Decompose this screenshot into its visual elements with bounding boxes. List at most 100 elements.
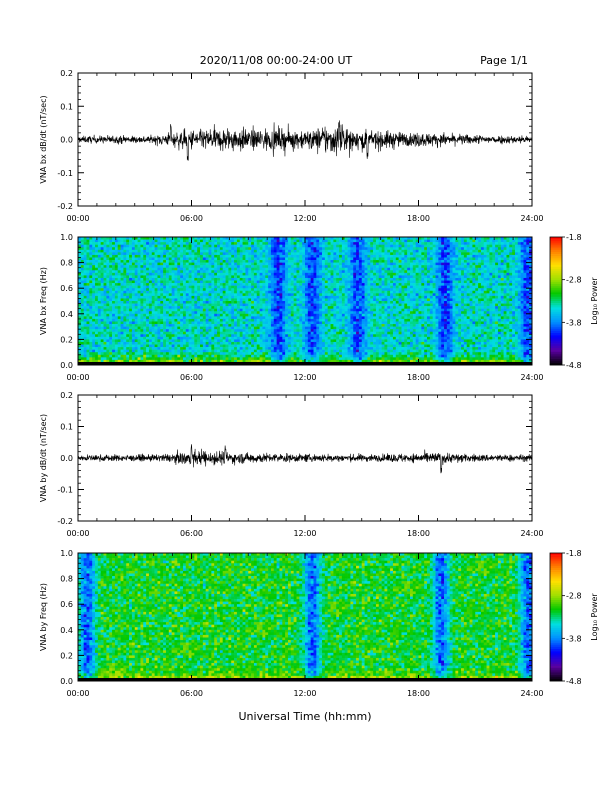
spectrogram-cell bbox=[231, 347, 235, 350]
spectrogram-cell bbox=[313, 247, 317, 251]
spectrogram-cell bbox=[180, 324, 184, 327]
spectrogram-cell bbox=[211, 257, 215, 261]
spectrogram-cell bbox=[350, 260, 354, 263]
spectrogram-cell bbox=[129, 308, 133, 312]
spectrogram-cell bbox=[143, 290, 147, 294]
spectrogram-cell bbox=[219, 277, 224, 281]
spectrogram-cell bbox=[148, 252, 153, 256]
spectrogram-cell bbox=[86, 267, 90, 271]
spectrogram-cell bbox=[228, 324, 232, 327]
spectrogram-cell bbox=[168, 352, 172, 356]
spectrogram-cell bbox=[290, 257, 294, 261]
spectrogram-cell bbox=[353, 303, 357, 307]
spectrogram-cell bbox=[279, 249, 283, 253]
spectrogram-cell bbox=[194, 283, 198, 286]
spectrogram-cell bbox=[225, 321, 229, 325]
spectrogram-cell bbox=[293, 318, 297, 322]
spectrogram-cell bbox=[333, 272, 337, 276]
spectrogram-cell bbox=[86, 329, 90, 333]
spectrogram-cell bbox=[126, 239, 130, 243]
spectrogram-cell bbox=[151, 324, 155, 327]
spectrogram-cell bbox=[185, 288, 189, 292]
spectrogram-cell bbox=[279, 257, 283, 261]
spectrogram-cell bbox=[319, 326, 323, 330]
spectrogram-cell bbox=[208, 349, 212, 353]
spectrogram-cell bbox=[168, 285, 172, 289]
spectrogram-cell bbox=[344, 285, 348, 289]
spectrogram-cell bbox=[154, 239, 158, 243]
spectrogram-cell bbox=[180, 336, 184, 340]
spectrogram-cell bbox=[163, 347, 167, 350]
spectrogram-cell bbox=[146, 267, 150, 271]
spectrogram-cell bbox=[174, 280, 178, 284]
spectrogram-cell bbox=[126, 280, 130, 284]
spectrogram-cell bbox=[78, 311, 82, 315]
spectrogram-cell bbox=[344, 303, 348, 307]
spectrogram-cell bbox=[185, 283, 189, 286]
spectrogram-cell bbox=[120, 303, 124, 307]
spectrogram-cell bbox=[339, 349, 343, 353]
spectrogram-cell bbox=[251, 237, 255, 240]
spectrogram-cell bbox=[228, 306, 232, 309]
spectrogram-cell bbox=[293, 267, 297, 271]
spectrogram-cell bbox=[131, 288, 136, 292]
spectrogram-cell bbox=[197, 285, 201, 289]
spectrogram-cell bbox=[134, 283, 138, 286]
spectrogram-cell bbox=[248, 334, 252, 338]
spectrogram-cell bbox=[163, 318, 167, 322]
spectrogram-cell bbox=[89, 321, 93, 325]
spectrogram-cell bbox=[225, 349, 229, 353]
spectrogram-cell bbox=[262, 290, 266, 294]
spectrogram-cell bbox=[191, 298, 195, 302]
spectrogram-cell bbox=[80, 295, 84, 299]
spectrogram-cell bbox=[327, 339, 331, 343]
spectrogram-cell bbox=[129, 341, 133, 345]
spectrogram-cell bbox=[268, 252, 272, 256]
spectrogram-cell bbox=[330, 311, 334, 315]
spectrogram-cell bbox=[324, 237, 328, 240]
spectrogram-cell bbox=[151, 285, 155, 289]
spectrogram-cell bbox=[97, 262, 101, 266]
spectrogram-cell bbox=[322, 336, 326, 340]
spectrogram-cell bbox=[200, 329, 204, 333]
spectrogram-cell bbox=[182, 349, 187, 353]
spectrogram-cell bbox=[134, 262, 138, 266]
spectrogram-cell bbox=[157, 262, 161, 266]
spectrogram-cell bbox=[191, 339, 195, 343]
spectrogram-cell bbox=[302, 249, 306, 253]
spectrogram-cell bbox=[225, 242, 229, 245]
spectrogram-cell bbox=[296, 260, 300, 263]
spectrogram-cell bbox=[191, 293, 195, 297]
spectrogram-cell bbox=[131, 242, 136, 245]
spectrogram-cell bbox=[100, 252, 104, 256]
spectrogram-cell bbox=[83, 352, 87, 356]
spectrogram-cell bbox=[217, 352, 221, 356]
spectrogram-cell bbox=[251, 265, 255, 269]
spectrogram-cell bbox=[290, 272, 294, 276]
spectrogram-cell bbox=[282, 359, 286, 363]
spectrogram-cell bbox=[242, 277, 246, 281]
spectrogram-cell bbox=[307, 260, 311, 263]
spectrogram-cell bbox=[344, 260, 348, 263]
spectrogram-cell bbox=[194, 280, 198, 284]
spectrogram-cell bbox=[148, 298, 153, 302]
spectrogram-cell bbox=[143, 272, 147, 276]
spectrogram-cell bbox=[285, 277, 289, 281]
spectrogram-cell bbox=[214, 239, 218, 243]
spectrogram-cell bbox=[109, 347, 113, 350]
spectrogram-cell bbox=[78, 347, 82, 350]
spectrogram-cell bbox=[214, 277, 218, 281]
spectrogram-cell bbox=[287, 265, 292, 269]
spectrogram-cell bbox=[86, 339, 90, 343]
spectrogram-cell bbox=[171, 237, 175, 240]
spectrogram-cell bbox=[165, 344, 170, 348]
spectrogram-cell bbox=[228, 344, 232, 348]
spectrogram-cell bbox=[302, 326, 306, 330]
spectrogram-cell bbox=[168, 339, 172, 343]
spectrogram-cell bbox=[168, 318, 172, 322]
spectrogram-cell bbox=[185, 349, 189, 353]
spectrogram-cell bbox=[78, 275, 82, 279]
spectrogram-cell bbox=[126, 349, 130, 353]
spectrogram-cell bbox=[180, 349, 184, 353]
spectrogram-cell bbox=[191, 347, 195, 350]
